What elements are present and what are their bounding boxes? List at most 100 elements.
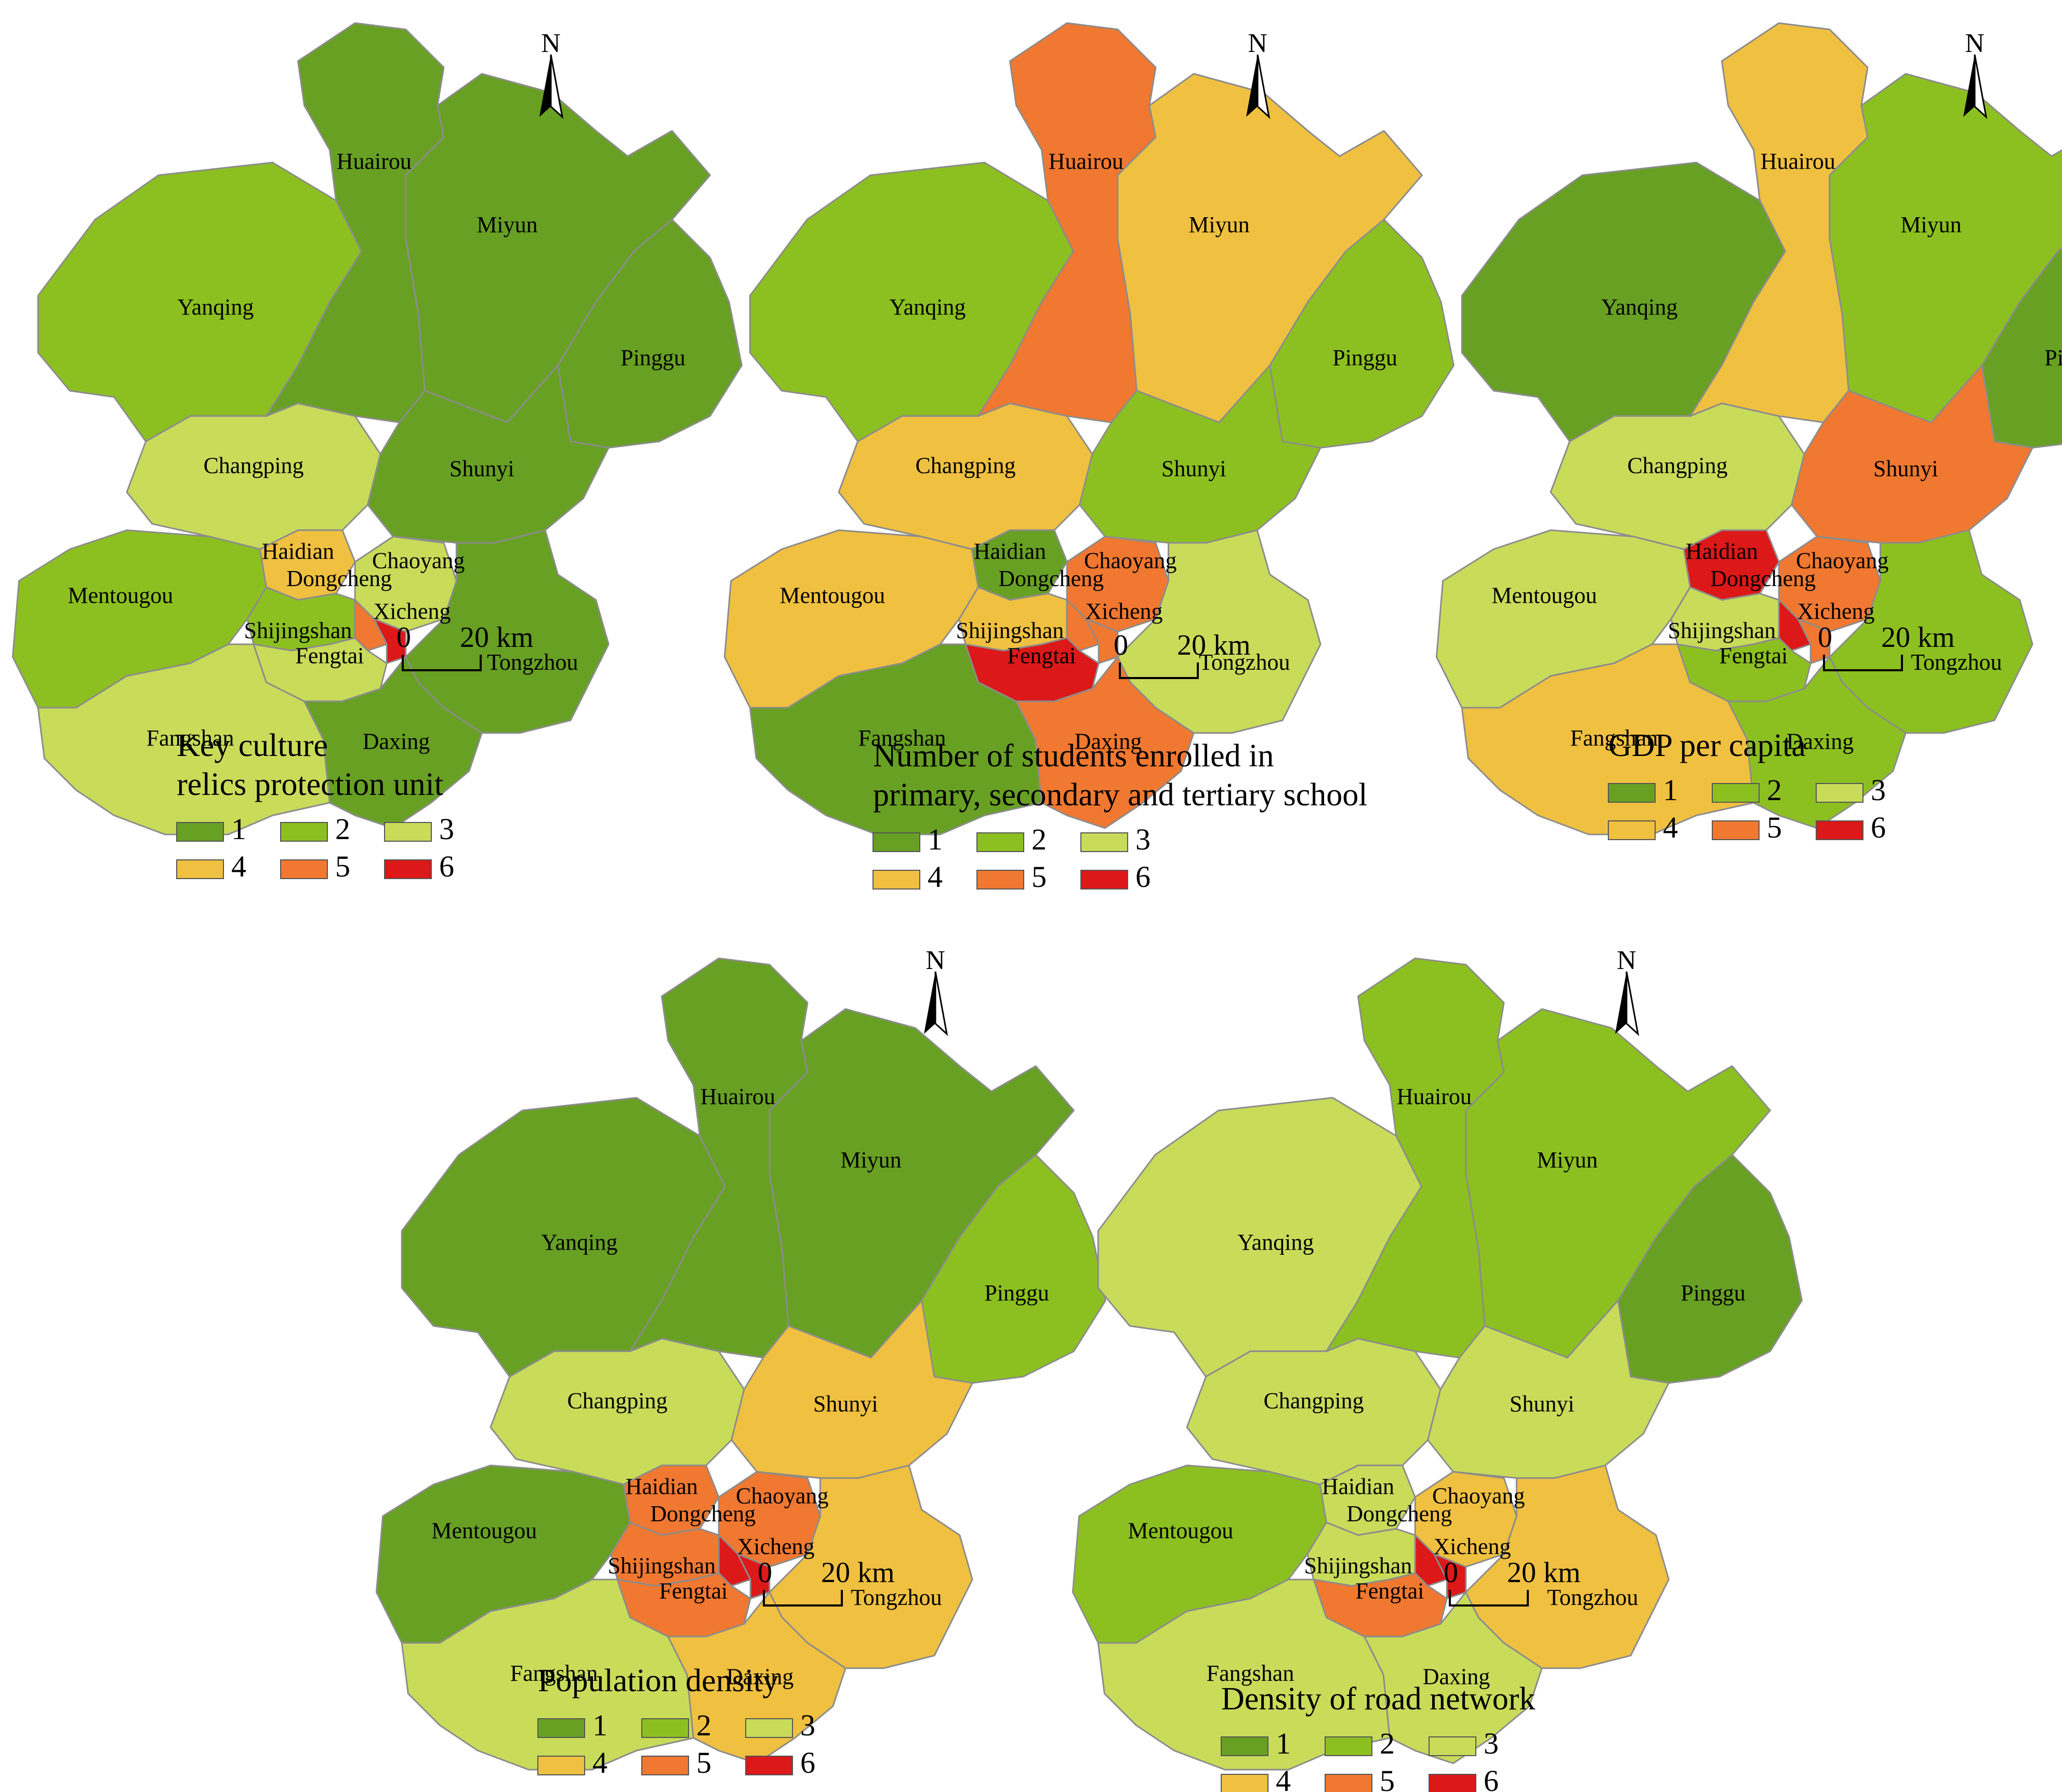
map-title-line-2: primary, secondary and tertiary school xyxy=(873,777,1367,813)
legend-label-3: 3 xyxy=(439,812,454,846)
district-xicheng xyxy=(737,1553,771,1600)
district-label-chaoyang: Chaoyang xyxy=(1432,1483,1525,1509)
district-label-xicheng: Xicheng xyxy=(1797,599,1874,624)
legend-label-4: 4 xyxy=(1663,811,1678,844)
legend-label-3: 3 xyxy=(1484,1727,1499,1760)
legend-swatch-2 xyxy=(1712,783,1760,803)
legend-swatch-4 xyxy=(537,1756,585,1775)
district-shunyi xyxy=(1791,364,2033,544)
district-label-fangshan: Fangshan xyxy=(1207,1661,1294,1686)
district-label-changping: Changping xyxy=(1627,453,1727,479)
legend-swatch-6 xyxy=(384,859,432,879)
district-label-tongzhou: Tongzhou xyxy=(487,649,578,675)
north-label: N xyxy=(1617,946,1636,975)
district-label-pinggu: Pinggu xyxy=(1681,1280,1746,1306)
district-label-tongzhou: Tongzhou xyxy=(1199,649,1290,675)
district-label-shijingshan: Shijingshan xyxy=(1304,1553,1412,1578)
legend-label-5: 5 xyxy=(696,1746,711,1780)
legend-swatch-3 xyxy=(384,822,432,842)
district-label-dongcheng: Dongcheng xyxy=(1710,566,1816,591)
district-label-chaoyang: Chaoyang xyxy=(1084,548,1177,574)
district-changping xyxy=(1186,1337,1442,1485)
district-label-daxing: Daxing xyxy=(1787,728,1854,754)
legend-label-6: 6 xyxy=(439,849,454,883)
district-label-huairou: Huairou xyxy=(700,1084,775,1109)
district-label-changping: Changping xyxy=(915,453,1015,479)
scale-end: 20 km xyxy=(821,1557,895,1589)
district-label-haidian: Haidian xyxy=(1686,538,1758,564)
district-dongcheng xyxy=(1778,599,1812,652)
map-title-line-1: Number of students enrolled in xyxy=(873,738,1274,774)
district-label-pinggu: Pinggu xyxy=(1332,345,1397,370)
district-label-dongcheng: Dongcheng xyxy=(650,1501,756,1526)
legend-label-5: 5 xyxy=(1767,811,1782,844)
legend-swatch-5 xyxy=(1325,1774,1372,1792)
district-label-miyun: Miyun xyxy=(840,1147,901,1173)
scale-start: 0 xyxy=(758,1557,772,1589)
district-label-dongcheng: Dongcheng xyxy=(998,566,1104,591)
map-panel-3: Huairou Miyun Yanqing Pinggu Changping Shunyi… xyxy=(1435,22,2062,844)
district-label-miyun: Miyun xyxy=(1900,212,1961,237)
district-dongcheng xyxy=(718,1534,751,1587)
legend-label-3: 3 xyxy=(1135,822,1151,856)
legend-label-1: 1 xyxy=(1276,1727,1291,1760)
district-pinggu xyxy=(1269,219,1455,449)
district-label-tongzhou: Tongzhou xyxy=(1547,1585,1638,1610)
legend-label-2: 2 xyxy=(1380,1727,1395,1760)
legend-swatch-2 xyxy=(641,1718,689,1738)
district-label-shunyi: Shunyi xyxy=(1161,456,1226,482)
north-label: N xyxy=(1248,29,1267,58)
scale-end: 20 km xyxy=(460,621,534,654)
legend: 1 2 3 4 5 6 xyxy=(1221,1727,1499,1792)
district-shunyi xyxy=(731,1299,973,1479)
district-label-shunyi: Shunyi xyxy=(1873,456,1938,482)
legend-label-6: 6 xyxy=(1135,860,1151,894)
legend-label-1: 1 xyxy=(928,822,943,856)
district-dongcheng xyxy=(354,599,388,652)
north-label: N xyxy=(1965,29,1985,58)
legend-label-6: 6 xyxy=(800,1746,815,1780)
district-shunyi xyxy=(1427,1299,1670,1479)
map-title-line-1: Population density xyxy=(538,1663,778,1698)
district-label-yanqing: Yanqing xyxy=(1237,1230,1314,1255)
district-label-fengtai: Fengtai xyxy=(659,1578,728,1604)
scale-end: 20 km xyxy=(1881,621,1955,654)
district-label-haidian: Haidian xyxy=(974,538,1046,564)
scale-bar: 0 20 km xyxy=(1444,1557,1581,1607)
district-xicheng xyxy=(1085,618,1119,665)
scale-start: 0 xyxy=(1114,629,1128,661)
district-label-miyun: Miyun xyxy=(1188,212,1249,237)
legend-swatch-6 xyxy=(745,1756,793,1775)
district-label-xicheng: Xicheng xyxy=(1433,1534,1511,1559)
district-label-daxing: Daxing xyxy=(726,1664,794,1689)
district-label-chaoyang: Chaoyang xyxy=(1796,548,1888,574)
district-pinggu xyxy=(1981,246,2062,449)
district-xicheng xyxy=(1433,1553,1467,1600)
legend-label-5: 5 xyxy=(1032,860,1047,894)
scale-bar: 0 20 km xyxy=(1114,629,1251,679)
scale-start: 0 xyxy=(396,621,411,654)
district-label-huairou: Huairou xyxy=(1397,1084,1472,1109)
district-label-haidian: Haidian xyxy=(262,538,334,564)
district-label-shijingshan: Shijingshan xyxy=(608,1553,716,1578)
district-label-daxing: Daxing xyxy=(1075,728,1142,754)
district-label-huairou: Huairou xyxy=(337,149,412,174)
district-label-daxing: Daxing xyxy=(363,728,430,754)
legend-swatch-6 xyxy=(1080,870,1128,890)
legend-swatch-3 xyxy=(1429,1736,1476,1756)
north-arrow-icon: N xyxy=(1963,29,1988,120)
legend-label-2: 2 xyxy=(696,1708,711,1742)
district-label-fangshan: Fangshan xyxy=(147,725,234,751)
district-dongcheng xyxy=(1066,599,1100,652)
scale-end: 20 km xyxy=(1177,629,1251,661)
district-pinggu xyxy=(921,1154,1106,1384)
district-label-haidian: Haidian xyxy=(1322,1474,1394,1499)
legend-swatch-1 xyxy=(176,822,224,842)
legend-label-5: 5 xyxy=(1380,1764,1395,1792)
legend-label-3: 3 xyxy=(800,1708,815,1742)
district-label-mentougou: Mentougou xyxy=(431,1518,537,1544)
map-title-line-1: GDP per capita xyxy=(1608,728,1806,763)
legend-label-2: 2 xyxy=(335,812,350,846)
legend-swatch-5 xyxy=(280,859,328,879)
district-label-mentougou: Mentougou xyxy=(68,583,173,608)
